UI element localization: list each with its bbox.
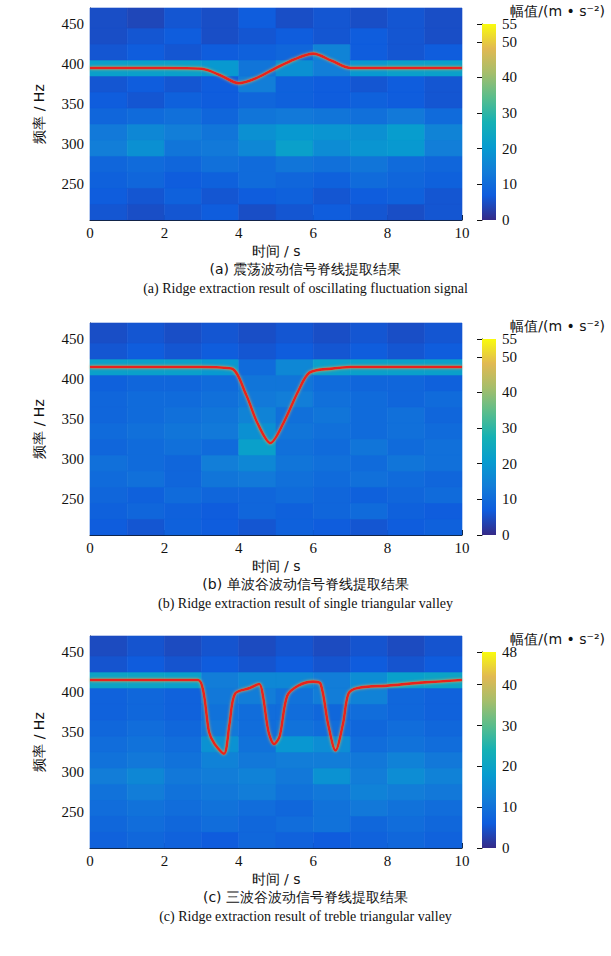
svg-text:6: 6 [309, 853, 317, 869]
svg-text:幅值/(m • s⁻²): 幅值/(m • s⁻²) [510, 3, 605, 19]
svg-text:350: 350 [62, 724, 85, 740]
svg-text:10: 10 [502, 176, 517, 192]
svg-text:48: 48 [502, 644, 517, 660]
svg-text:4: 4 [235, 540, 243, 556]
svg-text:300: 300 [62, 764, 85, 780]
svg-text:2: 2 [161, 225, 169, 241]
svg-text:幅值/(m • s⁻²): 幅值/(m • s⁻²) [510, 631, 605, 647]
svg-text:250: 250 [62, 804, 85, 820]
svg-text:20: 20 [502, 456, 517, 472]
svg-text:8: 8 [384, 540, 392, 556]
svg-text:400: 400 [62, 56, 85, 72]
svg-text:(a) Ridge extraction result of: (a) Ridge extraction result of oscillati… [143, 281, 468, 297]
svg-text:6: 6 [309, 540, 317, 556]
svg-text:0: 0 [86, 853, 94, 869]
svg-text:0: 0 [502, 212, 510, 228]
svg-text:4: 4 [235, 225, 243, 241]
svg-text:10: 10 [502, 491, 517, 507]
svg-text:8: 8 [384, 225, 392, 241]
svg-text:400: 400 [62, 371, 85, 387]
svg-text:4: 4 [235, 853, 243, 869]
svg-text:0: 0 [502, 527, 510, 543]
svg-text:55: 55 [502, 331, 517, 347]
svg-text:10: 10 [455, 540, 470, 556]
svg-text:250: 250 [62, 176, 85, 192]
svg-text:50: 50 [502, 349, 517, 365]
svg-text:0: 0 [86, 225, 94, 241]
svg-text:450: 450 [62, 16, 85, 32]
svg-text:300: 300 [62, 451, 85, 467]
svg-text:(b) 单波谷波动信号脊线提取结果: (b) 单波谷波动信号脊线提取结果 [202, 576, 408, 592]
svg-text:10: 10 [455, 225, 470, 241]
svg-text:(c) Ridge extraction result of: (c) Ridge extraction result of treble tr… [159, 909, 452, 925]
svg-text:频率 / Hz: 频率 / Hz [31, 84, 47, 144]
svg-text:300: 300 [62, 136, 85, 152]
svg-text:(a) 震荡波动信号脊线提取结果: (a) 震荡波动信号脊线提取结果 [210, 261, 402, 277]
svg-text:450: 450 [62, 331, 85, 347]
svg-text:10: 10 [502, 799, 517, 815]
svg-text:55: 55 [502, 16, 517, 32]
svg-text:8: 8 [384, 853, 392, 869]
svg-text:30: 30 [502, 105, 517, 121]
svg-text:40: 40 [502, 677, 517, 693]
svg-text:6: 6 [309, 225, 317, 241]
svg-text:350: 350 [62, 411, 85, 427]
svg-text:350: 350 [62, 96, 85, 112]
svg-text:400: 400 [62, 684, 85, 700]
svg-text:0: 0 [502, 840, 510, 856]
svg-text:250: 250 [62, 491, 85, 507]
svg-text:0: 0 [86, 540, 94, 556]
svg-text:20: 20 [502, 758, 517, 774]
svg-text:时间 / s: 时间 / s [252, 243, 301, 259]
svg-text:40: 40 [502, 69, 517, 85]
svg-text:时间 / s: 时间 / s [252, 871, 301, 887]
svg-text:(b) Ridge extraction result of: (b) Ridge extraction result of single tr… [158, 596, 453, 612]
svg-text:时间 / s: 时间 / s [252, 558, 301, 574]
svg-text:2: 2 [161, 540, 169, 556]
svg-text:幅值/(m • s⁻²): 幅值/(m • s⁻²) [510, 318, 605, 334]
svg-text:40: 40 [502, 384, 517, 400]
svg-text:2: 2 [161, 853, 169, 869]
svg-text:频率 / Hz: 频率 / Hz [31, 712, 47, 772]
svg-text:30: 30 [502, 420, 517, 436]
svg-text:频率 / Hz: 频率 / Hz [31, 399, 47, 459]
svg-text:10: 10 [455, 853, 470, 869]
svg-text:50: 50 [502, 34, 517, 50]
svg-text:30: 30 [502, 718, 517, 734]
svg-text:(c) 三波谷波动信号脊线提取结果: (c) 三波谷波动信号脊线提取结果 [203, 889, 408, 905]
svg-text:450: 450 [62, 644, 85, 660]
svg-text:20: 20 [502, 141, 517, 157]
